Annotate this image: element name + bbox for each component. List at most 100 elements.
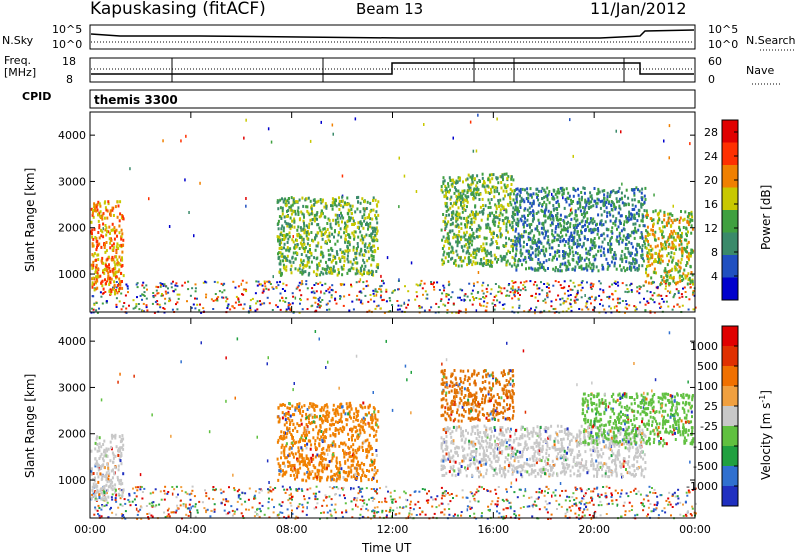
echo-cell xyxy=(591,269,594,273)
echo-cell xyxy=(496,234,498,238)
echo-cell xyxy=(449,197,452,201)
echo-cell xyxy=(291,203,294,207)
echo-cell xyxy=(191,505,194,508)
echo-cell xyxy=(280,241,283,245)
colorbar-swatch xyxy=(722,120,738,143)
echo-cell xyxy=(602,267,605,271)
echo-cell xyxy=(689,220,692,224)
echo-cell xyxy=(647,499,650,502)
echo-cell xyxy=(374,229,377,233)
echo-cell xyxy=(109,246,112,250)
echo-cell xyxy=(305,513,308,516)
echo-cell xyxy=(540,265,543,269)
echo-cell xyxy=(316,263,319,267)
echo-cell xyxy=(636,266,639,270)
echo-cell xyxy=(471,180,474,184)
echo-cell xyxy=(443,179,446,183)
echo-cell xyxy=(287,499,290,502)
echo-cell xyxy=(594,201,597,205)
echo-cell xyxy=(317,282,320,285)
echo-cell xyxy=(533,268,536,272)
echo-cell xyxy=(505,252,508,256)
echo-cell xyxy=(589,248,592,252)
echo-cell xyxy=(487,206,490,209)
echo-cell xyxy=(433,281,435,284)
echo-cell xyxy=(464,238,467,242)
echo-cell xyxy=(472,211,474,215)
echo-cell xyxy=(484,188,487,192)
echo-cell xyxy=(513,295,516,298)
echo-cell xyxy=(237,285,240,288)
echo-cell xyxy=(582,241,585,245)
echo-cell xyxy=(662,235,665,239)
echo-cell xyxy=(593,258,596,262)
echo-cell xyxy=(440,511,443,514)
echo-cell xyxy=(569,294,572,296)
echo-cell xyxy=(613,261,616,265)
echo-cell xyxy=(367,509,370,512)
echo-cell xyxy=(674,247,677,251)
echo-cell xyxy=(509,187,512,191)
echo-cell xyxy=(610,235,613,239)
echo-cell xyxy=(528,206,531,210)
echo-cell xyxy=(545,249,548,253)
echo-cell xyxy=(551,214,554,218)
echo-cell xyxy=(100,228,102,232)
echo-cell xyxy=(621,260,624,263)
echo-cell xyxy=(592,490,595,493)
echo-cell xyxy=(543,200,546,204)
echo-cell xyxy=(578,517,581,520)
echo-cell xyxy=(580,502,582,505)
echo-cell xyxy=(438,504,441,507)
echo-cell xyxy=(535,244,538,248)
echo-cell xyxy=(177,297,180,300)
echo-cell xyxy=(621,240,624,244)
echo-cell xyxy=(400,304,403,307)
radar-title: Kapuskasing (fitACF) xyxy=(90,0,266,19)
echo-cell xyxy=(465,178,468,182)
echo-cell xyxy=(595,265,598,269)
echo-cell xyxy=(614,290,617,293)
echo-cell xyxy=(649,263,652,267)
freq-label-1: Freq. xyxy=(4,54,31,67)
echo-cell xyxy=(272,275,274,279)
echo-cell xyxy=(603,237,606,241)
echo-cell xyxy=(176,504,179,507)
echo-cell xyxy=(419,282,422,285)
echo-cell xyxy=(339,295,342,297)
echo-cell xyxy=(640,256,643,259)
echo-cell xyxy=(451,256,454,260)
echo-cell xyxy=(469,241,471,245)
echo-cell xyxy=(432,283,434,286)
echo-cell xyxy=(247,310,250,313)
echo-cell xyxy=(628,215,631,219)
echo-cell xyxy=(546,198,549,202)
echo-cell xyxy=(513,189,516,193)
echo-cell xyxy=(448,246,451,250)
echo-cell xyxy=(558,254,561,258)
echo-cell xyxy=(318,296,321,299)
echo-cell xyxy=(606,234,609,238)
echo-cell xyxy=(384,497,387,500)
echo-cell xyxy=(105,208,108,212)
echo-cell xyxy=(442,182,445,186)
echo-cell xyxy=(146,309,149,312)
echo-cell xyxy=(573,498,576,501)
echo-cell xyxy=(372,199,374,202)
echo-cell xyxy=(359,271,362,275)
echo-cell xyxy=(540,281,542,284)
echo-cell xyxy=(682,226,685,229)
echo-cell xyxy=(535,306,538,309)
echo-cell xyxy=(607,228,610,232)
echo-cell xyxy=(537,496,540,499)
echo-cell xyxy=(459,256,462,260)
echo-cell xyxy=(447,294,450,296)
echo-cell xyxy=(506,216,509,220)
echo-cell xyxy=(630,266,633,270)
echo-cell xyxy=(639,301,642,304)
echo-cell xyxy=(95,205,98,209)
echo-cell xyxy=(394,500,397,503)
echo-cell xyxy=(165,292,168,295)
echo-cell xyxy=(141,497,144,500)
echo-cell xyxy=(550,305,553,308)
